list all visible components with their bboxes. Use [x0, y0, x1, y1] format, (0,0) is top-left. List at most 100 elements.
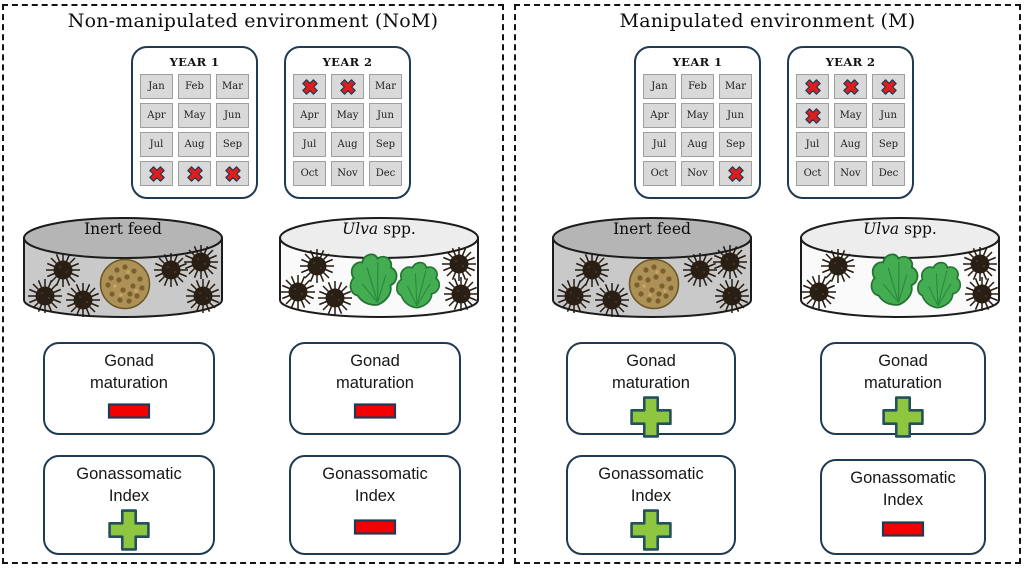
calendar-cell-sep: Sep — [872, 132, 905, 157]
sea-urchin-icon — [714, 278, 750, 314]
calendar-month-label: Jun — [880, 110, 897, 121]
calendar-month-label: Jul — [652, 139, 667, 150]
sea-urchin-icon — [594, 282, 630, 318]
outcome-sign — [352, 508, 398, 553]
minus-icon — [353, 519, 397, 535]
calendar-cell-apr: Apr — [643, 103, 676, 128]
calendar-month-label: Aug — [840, 139, 861, 150]
calendar-cell-jan — [796, 74, 829, 99]
calendar-month-label: Apr — [650, 110, 669, 121]
calendar-cell-mar: Mar — [216, 74, 249, 99]
calendar-grid: Jan Feb Mar Apr May Jun Jul Aug Sep — [140, 74, 249, 186]
calendar-month-label: Jul — [302, 139, 317, 150]
calendar-title: YEAR 2 — [322, 55, 373, 69]
sea-urchin-icon — [712, 244, 748, 280]
calendar-month-label: May — [336, 110, 359, 121]
calendar-nom-year2: YEAR 2 Mar Apr May Jun Jul Aug Sep Oct Nov Dec — [284, 46, 411, 199]
calendar-cell-dec: Dec — [369, 161, 402, 186]
calendar-month-label: Jun — [377, 110, 394, 121]
outcome-gonad-maturation-inert: Gonad maturation — [43, 342, 215, 435]
sea-urchin-icon — [185, 278, 221, 314]
calendar-cell-feb — [834, 74, 867, 99]
calendar-month-label: Jun — [224, 110, 241, 121]
outcome-label: Index — [630, 486, 672, 505]
crossed-out-icon — [145, 162, 168, 185]
calendar-cell-aug: Aug — [178, 132, 211, 157]
minus-icon — [107, 403, 151, 419]
crossed-out-icon — [877, 75, 900, 98]
outcome-label: Gonad — [104, 352, 154, 370]
feed-tank-inert: Inert feed — [21, 212, 225, 324]
calendar-title: YEAR 1 — [169, 55, 220, 69]
calendar-month-label: Nov — [840, 168, 861, 179]
calendar-cell-jul: Jul — [643, 132, 676, 157]
calendar-month-label: Sep — [222, 139, 243, 150]
crossed-out-icon — [183, 162, 206, 185]
calendar-cell-feb: Feb — [178, 74, 211, 99]
feed-label-inert: Inert feed — [84, 220, 162, 238]
calendar-month-label: Aug — [687, 139, 708, 150]
calendar-month-label: Aug — [337, 139, 358, 150]
calendar-m-year2: YEAR 2 May Jun Jul Aug Sep Oct Nov Dec — [787, 46, 914, 199]
crossed-out-icon — [839, 75, 862, 98]
calendar-cell-jun: Jun — [369, 103, 402, 128]
outcome-label: maturation — [90, 373, 168, 392]
calendar-cell-may: May — [331, 103, 364, 128]
feed-label-inert: Inert feed — [613, 220, 691, 238]
sea-urchin-icon — [443, 276, 479, 312]
calendar-month-label: Mar — [222, 81, 243, 92]
feed-tank-ulva: Ulva spp. — [798, 212, 1002, 324]
calendar-month-label: Mar — [725, 81, 746, 92]
crossed-out-icon — [336, 75, 359, 98]
calendar-title: YEAR 1 — [672, 55, 723, 69]
outcome-gonassomatic-index-ulva: Gonassomatic Index — [820, 459, 986, 555]
outcome-label: Gonassomatic — [598, 465, 704, 483]
outcome-sign — [629, 395, 673, 445]
outcome-label: maturation — [336, 373, 414, 392]
feed-tank-ulva: Ulva spp. — [277, 212, 481, 324]
calendar-month-label: Dec — [375, 168, 396, 179]
calendar-cell-may: May — [834, 103, 867, 128]
calendar-m-year1: YEAR 1 Jan Feb Mar Apr May Jun Jul Aug Sep Oct Nov — [634, 46, 761, 199]
feed-label-ulva: Ulva spp. — [863, 220, 937, 238]
calendar-month-label: Sep — [878, 139, 899, 150]
calendar-cell-oct: Oct — [293, 161, 326, 186]
outcome-sign — [107, 508, 151, 558]
outcome-label: Index — [354, 486, 396, 505]
calendar-cell-apr: Apr — [140, 103, 173, 128]
outcome-label: Gonad — [878, 352, 928, 370]
outcome-label: Gonad — [626, 352, 676, 370]
calendar-cell-mar: Mar — [719, 74, 752, 99]
calendar-month-label: May — [839, 110, 862, 121]
calendar-month-label: Aug — [184, 139, 205, 150]
calendar-month-label: Oct — [650, 168, 669, 179]
outcome-label: Index — [108, 486, 150, 505]
calendar-month-label: Jul — [805, 139, 820, 150]
calendar-cell-feb — [331, 74, 364, 99]
panel-manipulated: Manipulated environment (M) YEAR 1 Jan Fe… — [514, 4, 1021, 564]
calendar-cell-may: May — [178, 103, 211, 128]
calendar-month-label: Dec — [878, 168, 899, 179]
sea-urchin-icon — [280, 274, 316, 310]
calendar-month-label: Apr — [147, 110, 166, 121]
sea-urchin-icon — [962, 246, 998, 282]
crossed-out-icon — [298, 75, 321, 98]
sea-urchin-icon — [801, 274, 837, 310]
calendar-cell-sep: Sep — [216, 132, 249, 157]
calendar-cell-dec: Dec — [872, 161, 905, 186]
feed-pellet-pile-icon — [628, 258, 680, 310]
calendar-cell-sep: Sep — [719, 132, 752, 157]
calendar-cell-dec — [216, 161, 249, 186]
calendar-cell-feb: Feb — [681, 74, 714, 99]
panel-title-nom: Non-manipulated environment (NoM) — [67, 10, 439, 32]
minus-icon — [353, 403, 397, 419]
calendar-cell-nov — [178, 161, 211, 186]
calendar-month-label: Nov — [687, 168, 708, 179]
outcome-label: Index — [882, 490, 924, 509]
calendar-cell-oct: Oct — [643, 161, 676, 186]
outcome-gonassomatic-index-ulva: Gonassomatic Index — [289, 455, 461, 555]
outcome-sign — [880, 512, 926, 553]
calendar-month-label: Mar — [375, 81, 396, 92]
tank-illustration — [552, 217, 752, 318]
